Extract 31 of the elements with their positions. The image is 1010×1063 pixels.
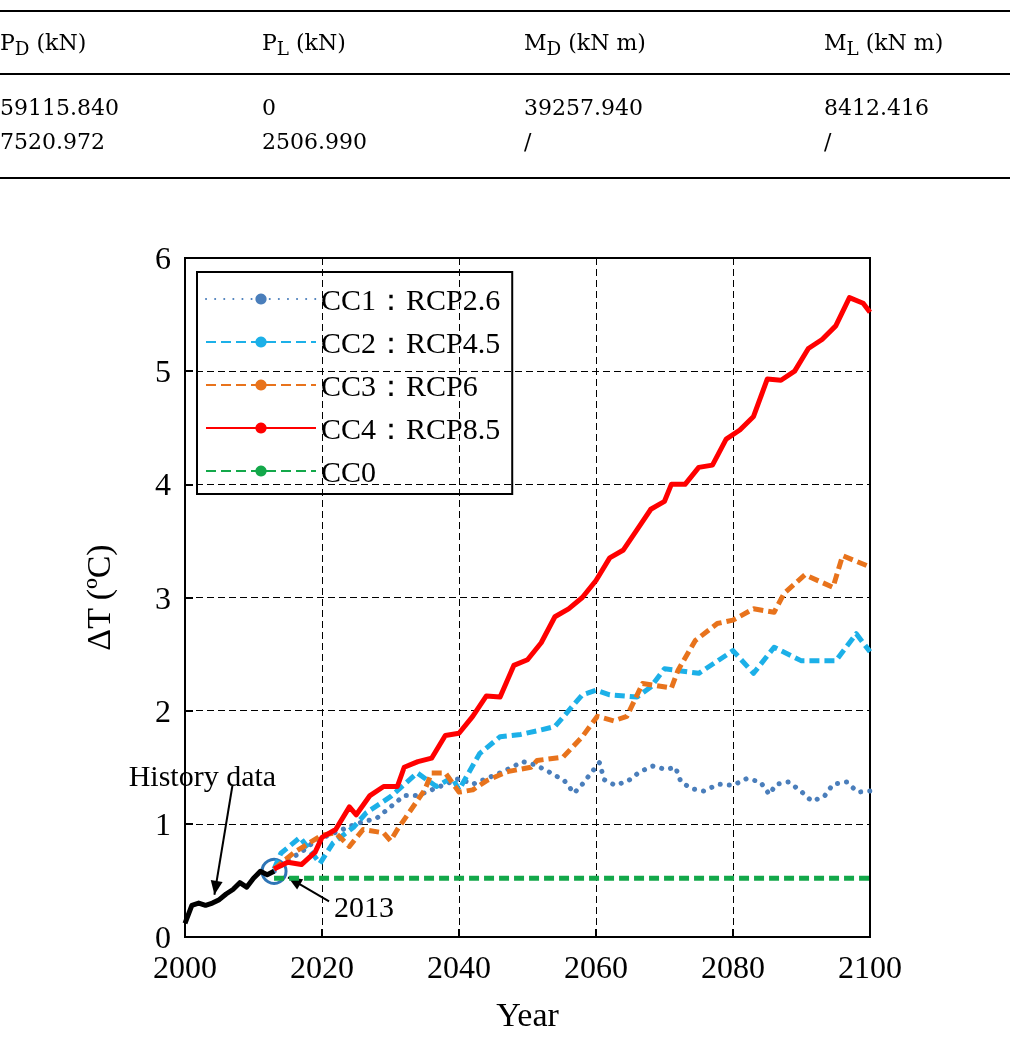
text: 0	[262, 94, 277, 123]
y-axis-title: ΔT (ºC)	[79, 544, 118, 651]
x-tick-label: 2100	[838, 949, 902, 985]
text: P$_{D}$ (kN)	[0, 30, 88, 60]
text: M$_{L}$ (kN m)	[824, 30, 945, 60]
y-tick-label: 1	[155, 805, 171, 842]
y-tick-label: 3	[155, 579, 171, 616]
x-tick-label: 2060	[564, 949, 628, 985]
text: P$_{L}$ (kN)	[262, 30, 347, 60]
text: /	[824, 128, 833, 157]
text: /	[524, 128, 533, 157]
legend-label: CC4：RCP8.5	[321, 411, 501, 445]
x-tick-label: 2080	[701, 949, 765, 985]
y-tick-label: 6	[155, 240, 171, 276]
text: 2506.990	[262, 128, 368, 157]
legend-label: CC0	[321, 454, 377, 488]
x-tick-label: 2040	[427, 949, 491, 985]
text: 7520.972	[0, 128, 106, 157]
legend-label: CC3：RCP6	[321, 368, 478, 402]
x-axis-title: Year	[496, 995, 560, 1033]
text: 39257.940	[524, 94, 644, 123]
y-tick-label: 4	[155, 466, 171, 503]
text: 59115.840	[0, 94, 120, 123]
y-tick-label: 5	[155, 353, 171, 390]
y-tick-label: 2	[155, 692, 171, 729]
text: 8412.416	[824, 94, 930, 123]
annotation: 2013	[334, 889, 395, 923]
text: M$_{D}$ (kN m)	[524, 30, 647, 60]
legend-label: CC1：RCP2.6	[321, 282, 501, 316]
legend-label: CC2：RCP4.5	[321, 325, 501, 359]
x-tick-label: 2020	[290, 949, 354, 985]
